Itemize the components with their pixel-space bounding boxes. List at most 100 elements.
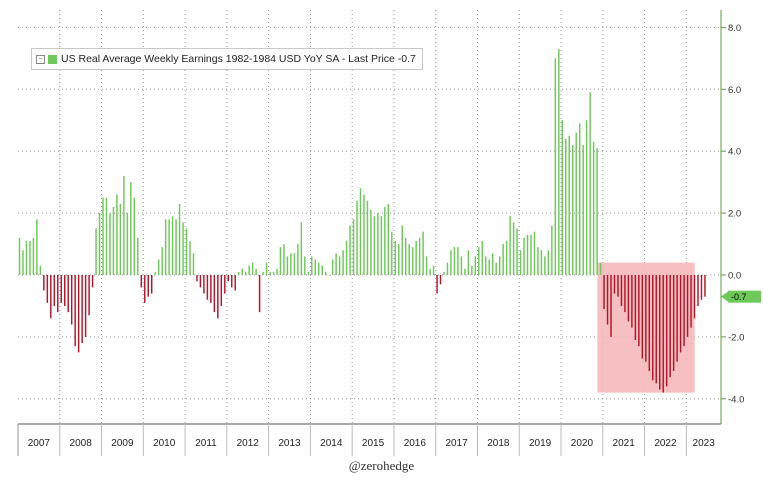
x-tick-label: 2017 <box>445 438 468 449</box>
bar <box>335 253 337 275</box>
x-tick-label: 2012 <box>237 438 260 449</box>
bar <box>485 256 487 275</box>
x-tick-label: 2021 <box>613 438 636 449</box>
bar <box>321 265 323 275</box>
x-tick-label: 2008 <box>70 438 93 449</box>
x-tick-label: 2007 <box>28 438 51 449</box>
bar <box>217 275 219 319</box>
x-tick-label: 2011 <box>195 438 217 449</box>
bar <box>384 206 386 275</box>
bar <box>634 275 637 340</box>
legend-swatch <box>48 54 57 64</box>
bar <box>338 256 341 275</box>
bar <box>467 250 470 275</box>
bar <box>199 275 202 288</box>
bar <box>307 271 310 275</box>
bar <box>495 262 497 275</box>
bar <box>123 175 125 275</box>
bar <box>530 234 532 275</box>
bar <box>537 247 539 275</box>
bar <box>425 256 428 275</box>
bar <box>686 275 689 337</box>
bar <box>192 253 195 275</box>
bar <box>109 213 111 275</box>
bar <box>509 216 511 275</box>
bar <box>645 275 647 362</box>
bar <box>488 259 490 275</box>
bar <box>610 275 612 337</box>
bar <box>617 275 619 297</box>
bar <box>453 247 456 275</box>
bar <box>248 265 250 275</box>
bar <box>345 240 348 275</box>
bar <box>67 275 69 313</box>
bar <box>599 262 602 275</box>
legend-toggle-icon[interactable]: − <box>36 54 45 64</box>
bar <box>331 259 334 275</box>
bar <box>352 219 355 275</box>
x-tick-label: 2019 <box>529 438 552 449</box>
bar <box>631 275 633 328</box>
legend: − US Real Average Weekly Earnings 1982-1… <box>31 48 423 70</box>
bar <box>46 275 49 303</box>
bar <box>359 188 362 275</box>
bar <box>443 271 445 275</box>
bar <box>523 237 525 275</box>
bar <box>262 271 264 275</box>
bar <box>57 275 59 313</box>
bar <box>662 275 664 393</box>
bar <box>415 240 417 275</box>
bar <box>474 256 477 275</box>
bar <box>603 275 605 310</box>
x-tick-label: 2013 <box>278 438 301 449</box>
bar <box>582 145 584 275</box>
bar <box>592 141 595 275</box>
bar <box>50 275 52 319</box>
bar <box>512 222 515 275</box>
bar <box>185 228 188 275</box>
bar <box>693 275 696 319</box>
bar <box>377 213 379 275</box>
bar <box>450 250 452 275</box>
bar <box>478 247 480 275</box>
x-tick-label: 2022 <box>654 438 677 449</box>
bar <box>585 120 588 275</box>
bar <box>18 237 21 275</box>
bar <box>116 194 118 275</box>
bar <box>126 213 129 275</box>
bar <box>432 265 435 275</box>
bar <box>505 240 508 275</box>
y-tick-label: 4.0 <box>728 147 741 158</box>
bar <box>418 237 421 275</box>
bar <box>526 234 529 275</box>
bar <box>88 275 90 316</box>
y-tick-label: 6.0 <box>728 85 741 96</box>
bar <box>551 225 553 275</box>
bar <box>36 219 38 275</box>
bar <box>189 240 191 275</box>
bar <box>391 231 393 275</box>
bar <box>554 58 557 275</box>
bar <box>356 200 358 275</box>
x-tick-label: 2016 <box>404 438 427 449</box>
bar <box>398 244 400 275</box>
bar <box>404 237 407 275</box>
legend-label: US Real Average Weekly Earnings 1982-198… <box>61 53 416 65</box>
bar <box>279 247 282 275</box>
bar <box>161 247 163 275</box>
bar <box>157 259 160 275</box>
bar <box>491 253 494 275</box>
bar <box>175 219 177 275</box>
x-tick-label: 2010 <box>153 438 176 449</box>
bar <box>140 275 143 288</box>
bar <box>241 268 243 275</box>
bar <box>91 275 94 288</box>
bar <box>144 275 146 303</box>
bar <box>32 237 35 275</box>
bar <box>311 256 313 275</box>
bar <box>460 256 463 275</box>
bar <box>102 197 104 275</box>
bar <box>471 265 473 275</box>
bar <box>290 253 292 275</box>
bar <box>130 182 132 275</box>
